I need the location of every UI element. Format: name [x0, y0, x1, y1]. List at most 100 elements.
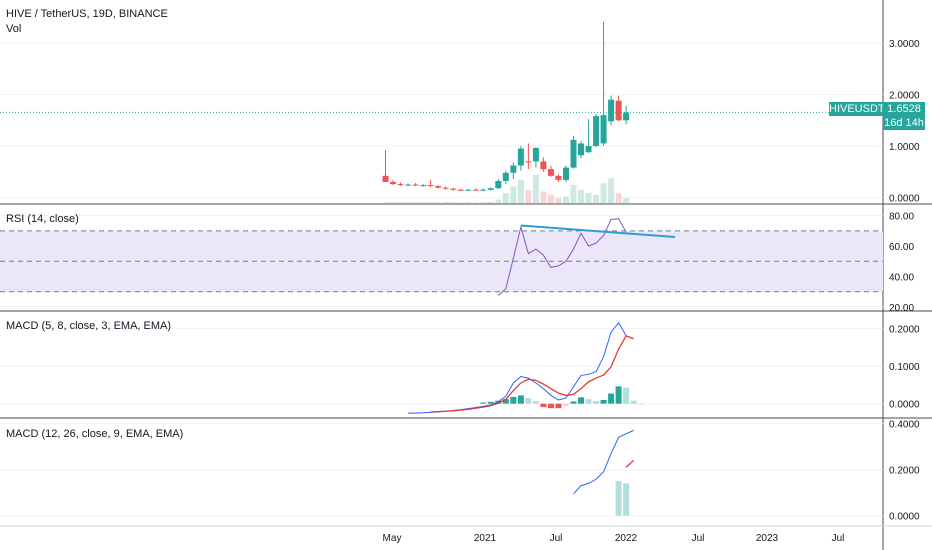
rsi-tick-label: 40.00: [889, 273, 914, 284]
macd-fast-histogram-bar: [630, 400, 637, 404]
candle-body: [570, 139, 577, 168]
rsi-tick-label: 20.00: [889, 303, 914, 314]
candle-body: [578, 143, 585, 156]
candle-body: [382, 175, 389, 182]
candle-body: [547, 169, 554, 176]
macd-fast-histogram-bar: [562, 403, 569, 406]
macd-slow-signal-line: [625, 459, 635, 468]
candle-body: [457, 189, 464, 191]
volume-bar: [562, 196, 569, 203]
volume-bar: [540, 191, 547, 203]
macd-fast-histogram-bar: [487, 401, 494, 404]
macd-fast-histogram-bar: [578, 397, 585, 404]
volume-bar: [382, 202, 389, 203]
volume-label: Vol: [6, 23, 22, 35]
price-tick-label: 2.0000: [889, 91, 920, 102]
macd-fast-histogram-bar: [623, 387, 630, 404]
candle-body: [525, 161, 532, 163]
volume-bar: [442, 202, 449, 203]
rsi-tick-label: 80.00: [889, 212, 914, 223]
candle-body: [450, 188, 457, 190]
candle-body: [472, 189, 479, 191]
macd-fast-histogram-bar: [517, 395, 524, 404]
volume-bar: [502, 193, 509, 203]
macd-fast-tick-label: 0.1000: [889, 362, 920, 373]
volume-bar: [593, 194, 600, 203]
macd-fast-histogram-bar: [532, 401, 539, 404]
macd-slow-title: MACD (12, 26, close, 9, EMA, EMA): [6, 428, 184, 440]
macd-fast-histogram-bar: [593, 401, 600, 404]
candle-body: [593, 116, 600, 146]
macd-slow-histogram-bar: [623, 483, 630, 516]
volume-bar: [525, 189, 532, 203]
macd-fast-histogram-bar: [615, 386, 622, 404]
volume-bar: [450, 202, 457, 203]
macd-slow-histogram-bar: [615, 481, 622, 516]
volume-bar: [390, 202, 397, 203]
volume-bar: [615, 193, 622, 203]
time-axis-label: May: [383, 533, 402, 544]
candle-body: [405, 184, 412, 186]
symbol-price-label: HIVEUSDT: [829, 102, 885, 116]
macd-fast-signal-line: [430, 335, 634, 413]
time-axis-label: 2023: [756, 533, 779, 544]
symbol-title: HIVE / TetherUS, 19D, BINANCE: [6, 8, 168, 20]
candle-body: [412, 184, 419, 186]
candle-body: [510, 165, 517, 173]
volume-bar: [472, 202, 479, 203]
time-axis-label: 2021: [474, 533, 497, 544]
price-tick-label: 3.0000: [889, 39, 920, 50]
candle-body: [442, 187, 449, 189]
candle-body: [532, 148, 539, 162]
macd-fast-histogram-bar: [525, 398, 532, 404]
candle-body: [555, 175, 562, 180]
macd-slow-macd-line: [573, 429, 634, 495]
candle-body: [480, 189, 487, 191]
volume-bar: [427, 202, 434, 203]
macd-fast-histogram-bar: [570, 401, 577, 404]
rsi-trendline: [520, 224, 676, 238]
candle-body: [495, 180, 502, 189]
candle-body: [487, 188, 494, 190]
candle-body: [517, 148, 524, 166]
volume-bar: [547, 194, 554, 203]
candle-body: [585, 146, 592, 153]
time-axis-label: Jul: [692, 533, 705, 544]
macd-fast-histogram-bar: [510, 396, 517, 404]
candle-body: [502, 172, 509, 181]
volume-bar: [405, 202, 412, 203]
candle-body: [623, 112, 630, 121]
volume-bar: [623, 198, 630, 203]
candle-body: [562, 167, 569, 180]
volume-bar: [578, 189, 585, 203]
macd-fast-histogram-bar: [555, 403, 562, 409]
candle-body: [420, 185, 427, 187]
volume-bar: [457, 202, 464, 203]
time-axis-label: 2022: [615, 533, 638, 544]
candle-body: [608, 99, 615, 122]
countdown-label: 16d 14h: [883, 116, 925, 130]
macd-fast-histogram-bar: [547, 403, 554, 409]
time-axis-label: Jul: [550, 533, 563, 544]
volume-bar: [600, 183, 607, 203]
candle-body: [615, 100, 622, 121]
macd-fast-histogram-bar: [608, 393, 615, 404]
candle-body: [435, 186, 442, 188]
rsi-tick-label: 60.00: [889, 242, 914, 253]
candle-body: [427, 185, 434, 187]
macd-slow-tick-label: 0.2000: [889, 466, 920, 477]
volume-bar: [412, 202, 419, 203]
volume-bar: [435, 202, 442, 203]
volume-bar: [487, 202, 494, 203]
volume-bar: [570, 184, 577, 203]
macd-fast-histogram-bar: [638, 403, 645, 405]
candle-body: [600, 115, 607, 144]
volume-bar: [420, 202, 427, 203]
macd-fast-histogram-bar: [585, 399, 592, 404]
rsi-title: RSI (14, close): [6, 213, 79, 225]
volume-bar: [465, 202, 472, 203]
macd-fast-tick-label: 0.2000: [889, 324, 920, 335]
price-value-label: 1.6528: [883, 102, 925, 116]
volume-bar: [555, 198, 562, 203]
